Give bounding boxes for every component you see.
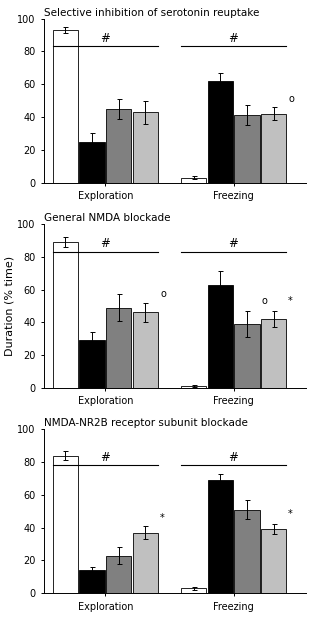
Text: o: o	[288, 94, 294, 104]
Bar	[181, 177, 206, 182]
Bar	[234, 510, 260, 593]
Bar	[208, 81, 233, 182]
Bar	[261, 530, 286, 593]
Text: *: *	[160, 513, 165, 523]
Bar	[181, 588, 206, 593]
Text: #: #	[229, 451, 238, 464]
Text: o: o	[160, 289, 166, 299]
Bar	[208, 285, 233, 388]
Y-axis label: Duration (% time): Duration (% time)	[5, 256, 14, 356]
Text: *: *	[288, 509, 293, 520]
Text: #: #	[100, 237, 110, 250]
Bar	[234, 116, 260, 182]
Bar	[234, 324, 260, 388]
Text: General NMDA blockade: General NMDA blockade	[44, 213, 171, 223]
Bar	[79, 142, 105, 182]
Text: #: #	[229, 237, 238, 250]
Text: #: #	[100, 451, 110, 464]
Text: NMDA-NR2B receptor subunit blockade: NMDA-NR2B receptor subunit blockade	[44, 418, 248, 428]
Bar	[133, 112, 158, 182]
Text: o: o	[261, 296, 267, 306]
Bar	[53, 242, 78, 388]
Bar	[133, 313, 158, 388]
Text: *: *	[288, 296, 293, 306]
Bar	[106, 308, 131, 388]
Bar	[53, 30, 78, 182]
Bar	[261, 114, 286, 182]
Bar	[106, 556, 131, 593]
Text: Selective inhibition of serotonin reuptake: Selective inhibition of serotonin reupta…	[44, 8, 260, 18]
Bar	[261, 319, 286, 388]
Bar	[181, 386, 206, 388]
Bar	[79, 570, 105, 593]
Bar	[133, 533, 158, 593]
Bar	[79, 341, 105, 388]
Bar	[53, 455, 78, 593]
Bar	[208, 480, 233, 593]
Text: #: #	[100, 32, 110, 44]
Bar	[106, 109, 131, 182]
Text: #: #	[229, 32, 238, 44]
